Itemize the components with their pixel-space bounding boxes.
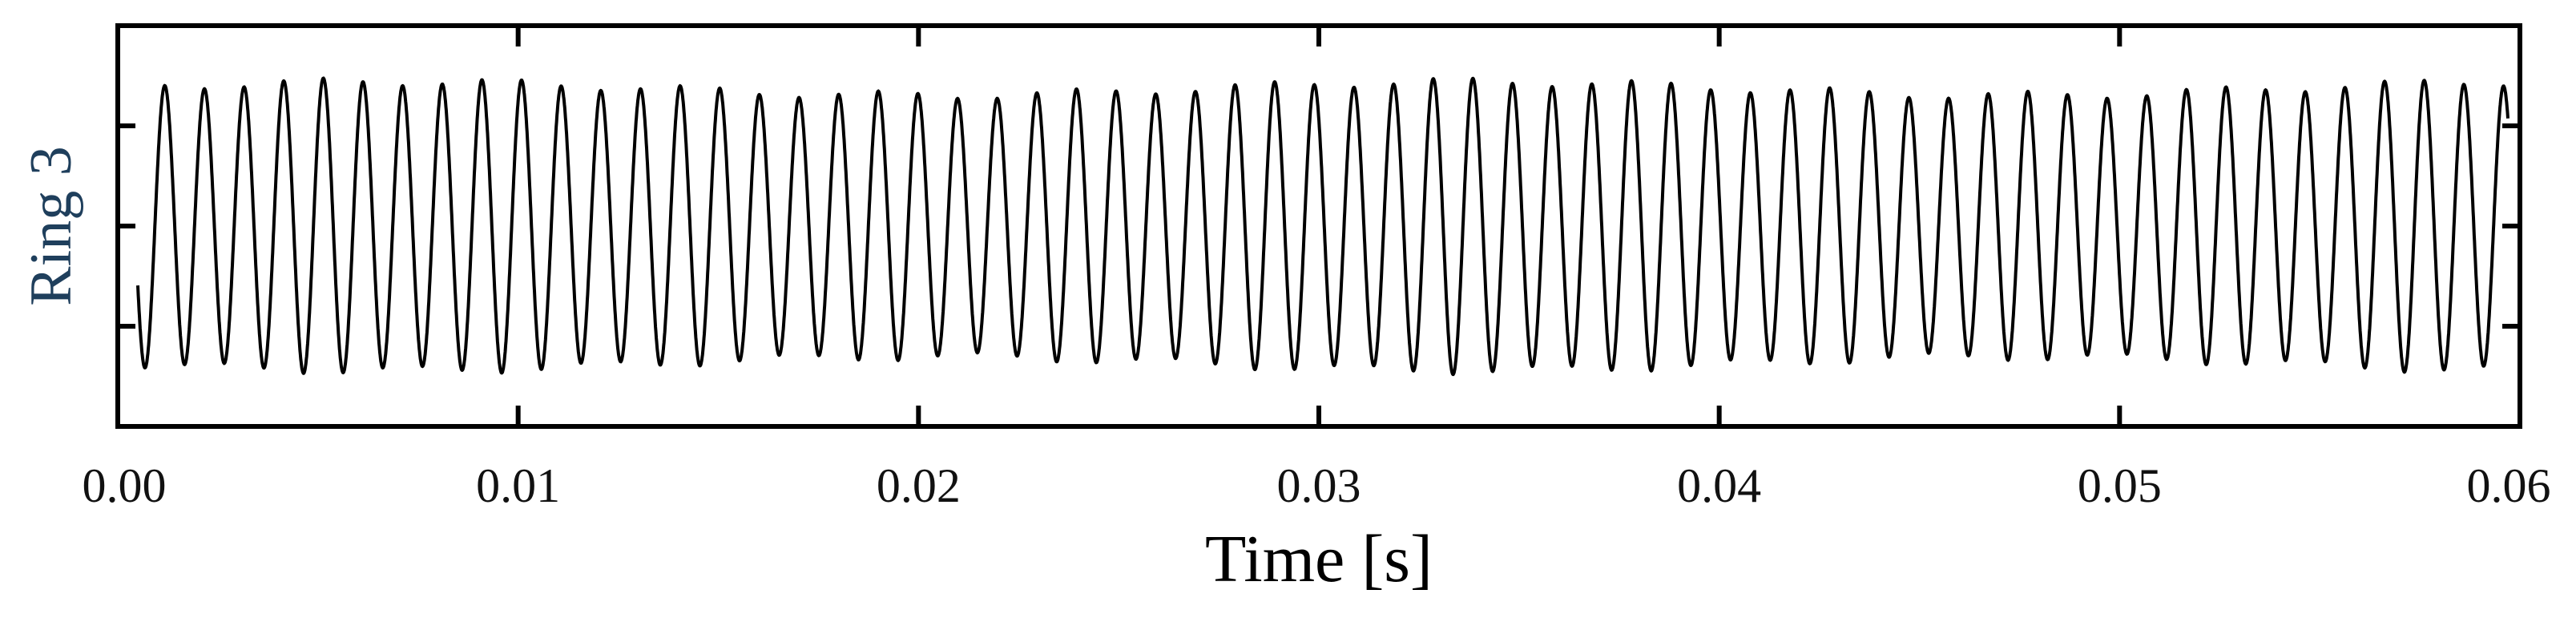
x-axis-title: Time [s] xyxy=(1205,522,1433,596)
x-tick-label: 0.05 xyxy=(2078,459,2162,512)
y-axis-title: Ring 3 xyxy=(18,146,84,305)
y-axis-ticks xyxy=(118,123,2520,329)
plot-frame xyxy=(115,23,2522,429)
x-tick-label: 0.00 xyxy=(83,459,167,512)
x-axis-tick-labels: 0.00 0.01 0.02 0.03 0.04 0.05 0.06 xyxy=(83,459,2551,512)
x-tick-label: 0.06 xyxy=(2467,459,2551,512)
series-line xyxy=(136,76,2509,377)
x-tick-label: 0.02 xyxy=(877,459,961,512)
x-tick-label: 0.01 xyxy=(476,459,560,512)
x-tick-label: 0.03 xyxy=(1277,459,1361,512)
x-tick-label: 0.04 xyxy=(1677,459,1761,512)
